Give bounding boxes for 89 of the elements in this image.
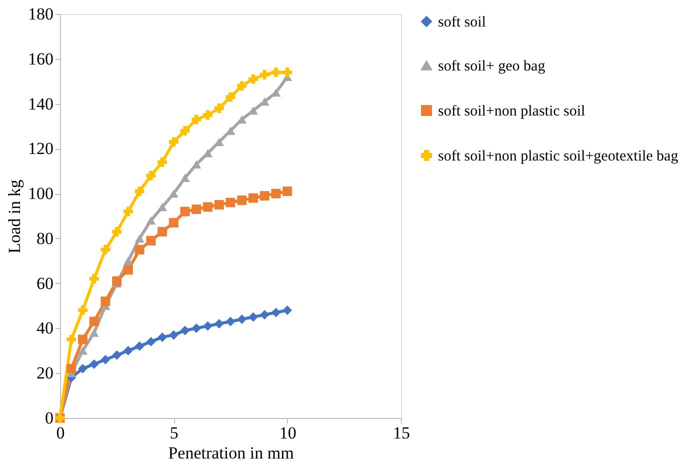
legend-label: soft soil+non plastic soil+geotextile bag	[438, 148, 679, 164]
point	[192, 160, 202, 168]
point	[146, 170, 156, 180]
point	[180, 126, 190, 136]
point	[260, 70, 270, 80]
point	[192, 114, 202, 124]
point	[146, 236, 156, 246]
y-tick-label: 40	[36, 318, 54, 338]
point	[168, 137, 178, 147]
point	[203, 202, 213, 212]
y-tick-label: 60	[36, 274, 54, 293]
point	[180, 326, 190, 336]
point	[248, 312, 258, 322]
point	[282, 186, 292, 196]
point	[100, 354, 110, 364]
legend-label: soft soil+ geo bag	[438, 58, 546, 74]
point	[66, 334, 76, 344]
point	[260, 310, 270, 320]
point	[123, 346, 133, 356]
point	[168, 189, 178, 198]
point	[226, 198, 236, 208]
point	[237, 81, 247, 91]
point	[134, 234, 144, 243]
point	[192, 323, 202, 333]
point	[214, 318, 224, 328]
y-tick-label: 100	[28, 184, 54, 204]
point	[158, 202, 168, 212]
point	[248, 74, 258, 84]
point	[203, 149, 213, 158]
point	[123, 256, 133, 265]
point	[112, 350, 122, 360]
x-tick-label: 10	[279, 424, 296, 442]
point	[237, 196, 247, 206]
point	[180, 174, 190, 182]
point	[134, 244, 144, 254]
point	[271, 308, 281, 318]
point	[78, 364, 88, 374]
point	[271, 68, 281, 78]
point	[100, 244, 110, 254]
point	[89, 359, 99, 369]
y-tick-label: 20	[36, 364, 54, 383]
y-tick-label: 0	[45, 408, 54, 428]
point	[146, 216, 156, 225]
point	[134, 186, 144, 196]
point	[237, 314, 247, 324]
legend-label: soft soil+non plastic soil	[438, 104, 586, 120]
point	[282, 68, 292, 78]
point	[260, 191, 270, 201]
point	[134, 341, 144, 351]
point	[100, 296, 110, 306]
point	[78, 306, 88, 316]
x-axis-title: Penetration in mm	[168, 444, 294, 462]
point	[66, 364, 76, 374]
point	[158, 226, 168, 236]
point	[168, 330, 178, 340]
x-tick-label: 15	[393, 424, 410, 442]
point	[282, 306, 292, 316]
y-tick-label: 120	[28, 139, 54, 158]
point	[112, 226, 122, 236]
point	[214, 200, 224, 210]
point	[89, 274, 99, 284]
point	[271, 188, 281, 198]
point	[226, 316, 236, 326]
point	[146, 336, 156, 346]
y-tick-label: 80	[36, 228, 54, 248]
point	[158, 157, 168, 167]
point	[180, 206, 190, 216]
point	[123, 206, 133, 216]
point	[203, 110, 213, 120]
x-tick-label: 5	[170, 424, 178, 442]
point	[192, 204, 202, 214]
point	[158, 332, 168, 342]
x-tick-label: 0	[56, 424, 65, 442]
point	[226, 92, 236, 102]
point	[168, 218, 178, 228]
y-axis-title: Load in kg	[5, 179, 24, 254]
point	[78, 334, 88, 344]
point	[248, 193, 258, 203]
point	[112, 276, 122, 286]
point	[123, 265, 133, 275]
point	[89, 316, 99, 326]
point	[203, 321, 213, 331]
legend-label: soft soil	[438, 14, 486, 30]
y-tick-label: 160	[28, 49, 54, 68]
y-tick-label: 180	[28, 4, 54, 24]
point	[78, 346, 88, 355]
point	[214, 104, 224, 114]
point	[89, 328, 99, 337]
y-tick-label: 140	[28, 94, 54, 114]
